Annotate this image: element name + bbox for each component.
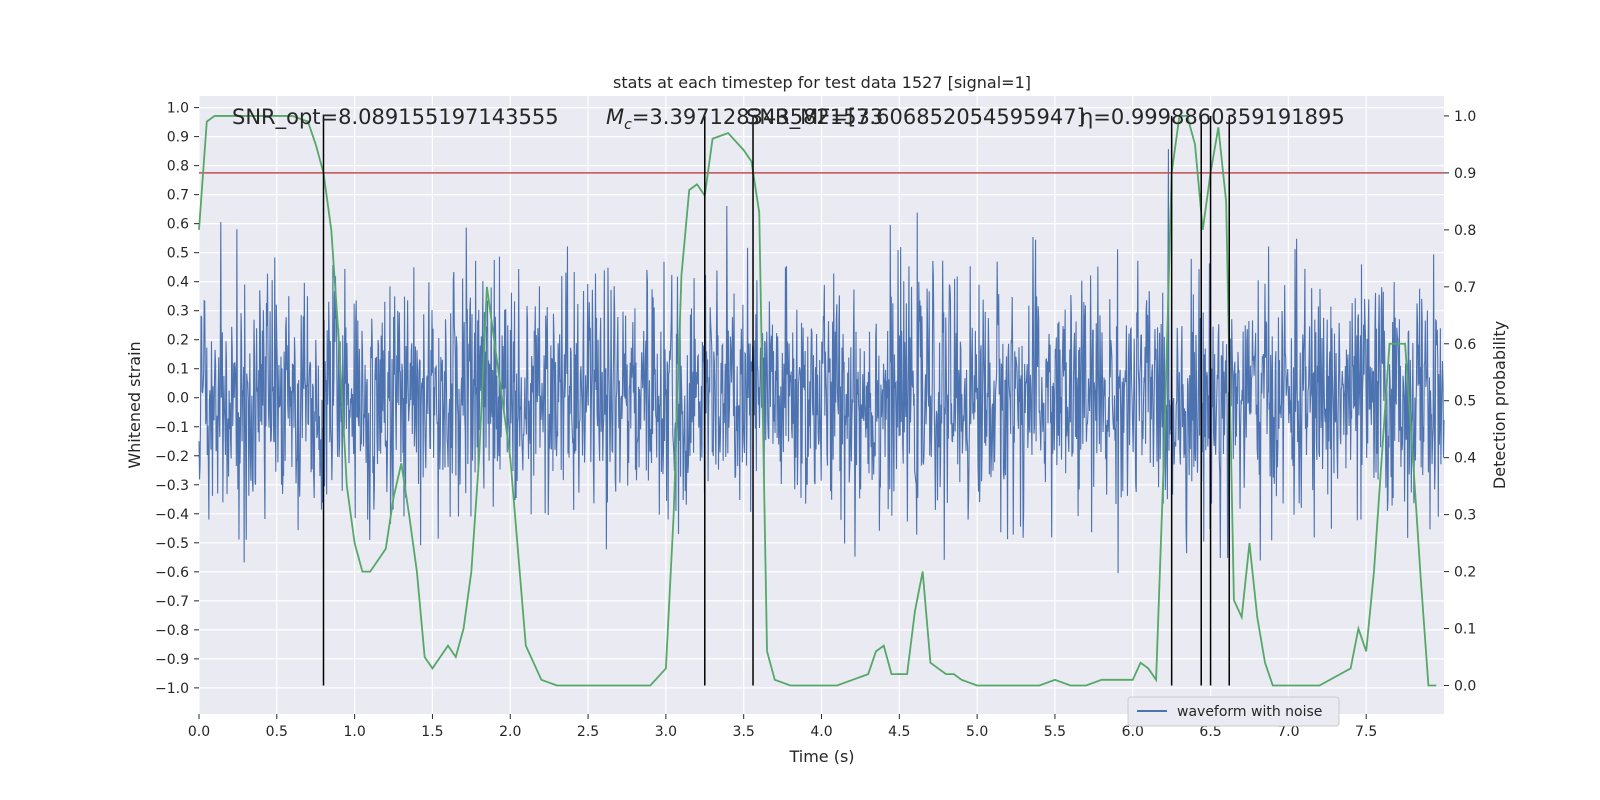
- probability-series: [198, 115, 1437, 687]
- y-left-tick-label: 0.0: [167, 391, 189, 407]
- annotation-mc-value: =3.3971283435821533: [632, 105, 883, 129]
- y-left-tick-label: −0.9: [155, 652, 189, 668]
- x-tick-label: 3.0: [655, 724, 677, 740]
- y-left-tick-label: 0.1: [167, 362, 189, 378]
- x-tick-label: 5.5: [1044, 724, 1066, 740]
- y-left-tick-label: −0.7: [155, 594, 189, 610]
- waveform-series: [198, 149, 1445, 574]
- x-tick-label: 5.0: [966, 724, 988, 740]
- x-tick-label: 4.5: [888, 724, 910, 740]
- y-axis-label-left: Whitened strain: [125, 341, 144, 468]
- y-right-tick-label: 0.5: [1454, 394, 1476, 410]
- y-axis-label-right: Detection probability: [1490, 321, 1509, 489]
- y-right-tick-label: 0.1: [1454, 622, 1476, 638]
- chart-title: stats at each timestep for test data 152…: [613, 73, 1031, 92]
- y-right-tick-label: 0.6: [1454, 337, 1476, 353]
- x-tick-label: 1.0: [343, 724, 365, 740]
- y-left-tick-label: 0.9: [167, 130, 189, 146]
- annotation-mc-subscript: c: [624, 117, 632, 133]
- y-left-tick-label: 1.0: [167, 101, 189, 117]
- y-right-tick-label: 0.8: [1454, 223, 1476, 239]
- y-ticks-right: 1.0 0.9 0.8 0.7 0.6 0.5 0.4 0.3 0.2 0.1 0.0: [1444, 109, 1476, 695]
- y-left-tick-label: −0.6: [155, 565, 189, 581]
- y-left-tick-label: 0.8: [167, 159, 189, 175]
- x-tick-label: 7.5: [1355, 724, 1377, 740]
- y-left-tick-label: 0.5: [167, 246, 189, 262]
- x-tick-label: 0.0: [188, 724, 210, 740]
- y-right-tick-label: 0.2: [1454, 565, 1476, 581]
- x-tick-label: 2.0: [499, 724, 521, 740]
- annotation-snr-opt: SNR_opt=8.089155197143555: [232, 105, 559, 130]
- y-left-tick-label: −1.0: [155, 681, 189, 697]
- y-left-tick-label: 0.4: [167, 275, 189, 291]
- y-right-tick-label: 0.0: [1454, 679, 1476, 695]
- x-tick-label: 1.5: [421, 724, 443, 740]
- y-left-tick-label: 0.3: [167, 304, 189, 320]
- y-ticks-left: 1.0 0.9 0.8 0.7 0.6 0.5 0.4 0.3 0.2 0.1 0.0 −0.1 −0.…: [155, 101, 199, 697]
- x-ticks: 0.0 0.5 1.0 1.5 2.0 2.5 3.0 3.5 4.0 4.5 5.0 5.5 6.0 6…: [188, 714, 1377, 740]
- y-right-tick-label: 0.3: [1454, 508, 1476, 524]
- x-tick-label: 7.0: [1277, 724, 1299, 740]
- y-left-tick-label: −0.8: [155, 623, 189, 639]
- legend: waveform with noise: [1127, 696, 1340, 727]
- waveform-line: [198, 149, 1445, 574]
- vertical-markers: [322, 115, 1230, 686]
- y-left-tick-label: 0.7: [167, 188, 189, 204]
- x-tick-label: 4.0: [810, 724, 832, 740]
- y-right-tick-label: 0.9: [1454, 166, 1476, 182]
- y-left-tick-label: −0.3: [155, 478, 189, 494]
- annotation-mc: Mc=3.3971283435821533: [606, 105, 883, 133]
- annotation-eta: η=0.9998860359191895: [1080, 105, 1345, 129]
- y-left-tick-label: −0.4: [155, 507, 189, 523]
- y-left-tick-label: 0.6: [167, 217, 189, 233]
- annotation-snr-mf: SNR_MF=[7.606852054595947]: [746, 105, 1085, 130]
- x-tick-label: 2.5: [577, 724, 599, 740]
- y-right-tick-label: 1.0: [1454, 109, 1476, 125]
- x-tick-label: 0.5: [266, 724, 288, 740]
- y-left-tick-label: −0.1: [155, 420, 189, 436]
- legend-box: [1127, 696, 1340, 727]
- y-left-tick-label: −0.2: [155, 449, 189, 465]
- y-right-tick-label: 0.7: [1454, 280, 1476, 296]
- y-left-tick-label: −0.5: [155, 536, 189, 552]
- annotation-mc-symbol: M: [606, 105, 624, 129]
- legend-entry: waveform with noise: [1177, 704, 1322, 720]
- y-right-tick-label: 0.4: [1454, 451, 1476, 467]
- x-tick-label: 6.5: [1199, 724, 1221, 740]
- y-left-tick-label: 0.2: [167, 333, 189, 349]
- x-tick-label: 3.5: [733, 724, 755, 740]
- x-tick-label: 6.0: [1122, 724, 1144, 740]
- x-axis-label: Time (s): [788, 747, 854, 766]
